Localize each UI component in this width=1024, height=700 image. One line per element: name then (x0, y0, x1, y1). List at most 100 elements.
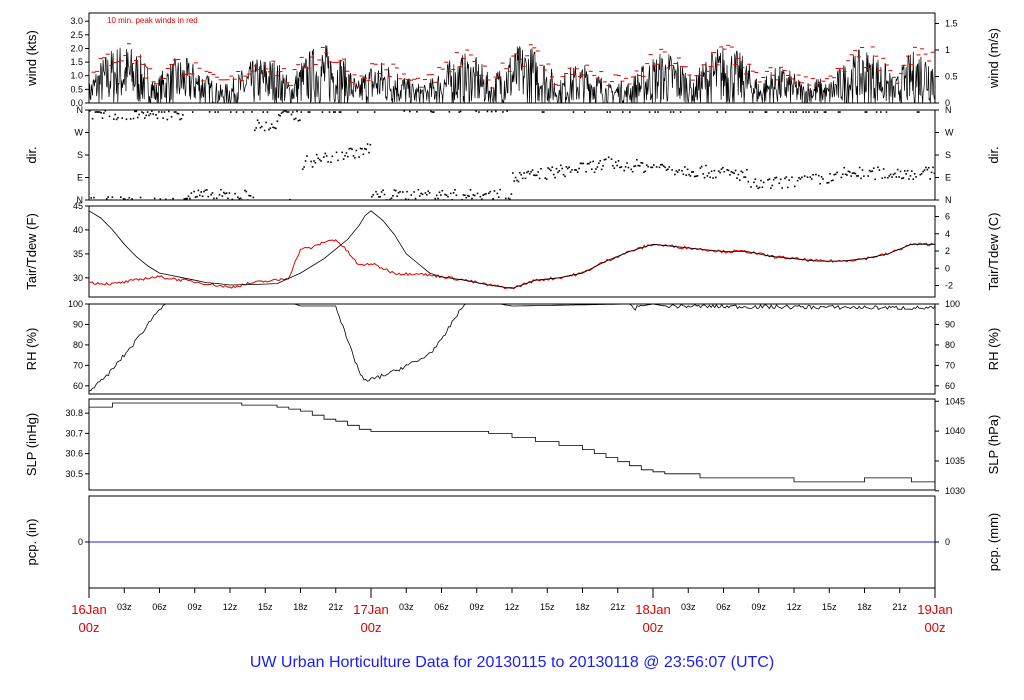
direction-point (365, 148, 367, 151)
direction-point (158, 111, 160, 113)
direction-point (339, 111, 342, 113)
direction-point (633, 165, 635, 168)
direction-point (287, 111, 290, 113)
direction-point (558, 170, 561, 172)
right-axis-label: pcp. (mm) (986, 513, 1001, 572)
direction-point (317, 157, 320, 160)
direction-point (200, 191, 202, 193)
direction-point (825, 111, 827, 113)
direction-point (166, 118, 169, 121)
x-day-label: 18Jan (635, 602, 670, 617)
direction-point (765, 111, 768, 113)
direction-point (437, 197, 439, 200)
direction-point (595, 168, 597, 170)
direction-point (650, 166, 652, 169)
right-tick-label: N (945, 195, 952, 205)
right-tick-label: W (945, 128, 954, 138)
direction-point (610, 158, 613, 160)
direction-point (89, 110, 91, 112)
direction-point (699, 167, 702, 169)
direction-point (551, 166, 554, 168)
direction-point (136, 116, 139, 119)
direction-point (122, 198, 125, 200)
direction-point (902, 177, 905, 179)
direction-point (750, 186, 752, 188)
direction-point (108, 115, 111, 118)
direction-point (356, 111, 359, 113)
direction-point (308, 111, 311, 113)
direction-point (521, 177, 524, 180)
direction-point (193, 190, 195, 193)
direction-point (406, 190, 408, 193)
direction-point (569, 171, 572, 173)
left-tick-label: S (77, 150, 83, 160)
direction-point (920, 172, 923, 175)
direction-point (214, 111, 217, 113)
direction-point (565, 166, 568, 168)
direction-point (755, 185, 758, 187)
direction-point (173, 111, 176, 113)
direction-point (111, 196, 114, 198)
left-tick-label: 45 (73, 201, 83, 211)
direction-point (746, 168, 748, 171)
direction-point (286, 111, 288, 113)
right-tick-label: 4 (945, 229, 950, 239)
direction-point (896, 168, 899, 171)
direction-point (654, 111, 657, 113)
direction-point (145, 114, 147, 117)
direction-point (118, 199, 121, 200)
x-minor-tick-label: 21z (328, 602, 343, 612)
direction-point (751, 111, 754, 113)
direction-point (314, 162, 317, 164)
direction-point (722, 166, 724, 169)
direction-point (918, 111, 920, 113)
panel-rh: RH (%) RH (%) 60 70 80 90 100 60 70 80 90 100 (24, 299, 1001, 395)
direction-point (662, 165, 665, 167)
direction-point (495, 110, 497, 113)
direction-point (637, 164, 640, 167)
direction-point (344, 154, 346, 157)
direction-point (347, 155, 349, 158)
direction-point (779, 178, 782, 181)
left-tick-label: 2.0 (70, 43, 83, 53)
direction-point (528, 172, 531, 175)
direction-point (404, 198, 407, 200)
direction-point (579, 162, 582, 165)
left-tick-label: 40 (73, 225, 83, 235)
direction-point (457, 199, 459, 200)
direction-point (514, 176, 517, 179)
direction-point (863, 175, 865, 177)
right-tick-label: 1040 (945, 426, 965, 436)
x-minor-tick-label: 03z (117, 602, 132, 612)
direction-point (540, 167, 542, 170)
left-tick-label: 1.5 (70, 57, 83, 67)
direction-point (507, 197, 510, 200)
direction-point (858, 166, 861, 169)
direction-point (623, 169, 625, 172)
direction-point (280, 112, 283, 115)
direction-point (530, 170, 532, 173)
panel-frame (88, 109, 936, 201)
direction-point (159, 198, 162, 200)
x-day-label: 19Jan (917, 602, 952, 617)
direction-point (823, 111, 826, 113)
left-axis-label: RH (%) (24, 328, 39, 371)
direction-point (908, 178, 910, 180)
direction-point (691, 171, 693, 173)
direction-point (266, 111, 269, 113)
direction-point (499, 188, 501, 191)
direction-point (497, 196, 500, 198)
direction-point (796, 179, 799, 182)
direction-point (98, 111, 101, 113)
direction-point (733, 172, 735, 175)
left-tick-label: 80 (73, 340, 83, 350)
direction-point (520, 173, 523, 176)
direction-point (767, 179, 769, 181)
direction-point (885, 111, 888, 113)
direction-point (213, 197, 215, 200)
direction-point (268, 128, 270, 131)
direction-point (316, 153, 318, 156)
direction-point (552, 173, 555, 176)
direction-point (892, 173, 895, 176)
direction-point (712, 177, 714, 179)
